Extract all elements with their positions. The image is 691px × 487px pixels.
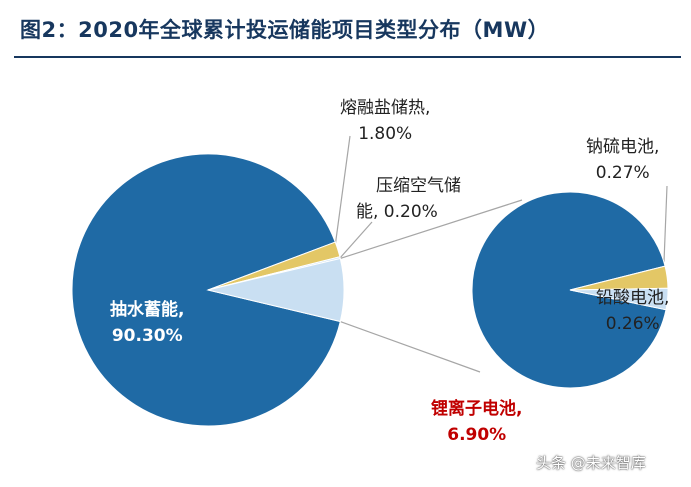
leader-sodium-sulfur <box>663 185 668 263</box>
label-sodium-sulfur: 钠硫电池, 0.27% <box>586 137 660 183</box>
connector-bottom <box>340 320 481 373</box>
slice-lead-acid <box>569 287 669 311</box>
leader-compressed-air <box>339 221 373 259</box>
slice-other-group <box>207 257 345 323</box>
slice-lithium-ion <box>471 191 667 389</box>
secondary-pie <box>471 191 669 389</box>
label-compressed-air: 压缩空气储 能, 0.20% <box>356 176 461 222</box>
title-underline <box>14 56 681 58</box>
label-pumped-hydro: 抽水蓄能, 90.30% <box>110 300 185 346</box>
leader-lines <box>334 135 668 373</box>
main-pie <box>71 153 345 427</box>
label-molten-salt: 熔融盐储热, 1.80% <box>340 98 431 144</box>
connector-top <box>340 199 523 260</box>
chart-title: 图2：2020年全球累计投运储能项目类型分布（MW） <box>20 18 550 42</box>
watermark: 头条 @未来智库 <box>536 454 646 472</box>
label-lead-acid: 铅酸电池, 0.26% <box>596 288 670 334</box>
label-lithium-ion: 锂离子电池, 6.90% <box>431 399 523 445</box>
leader-molten-salt <box>334 135 351 248</box>
slice-pumped-hydro <box>71 153 341 427</box>
